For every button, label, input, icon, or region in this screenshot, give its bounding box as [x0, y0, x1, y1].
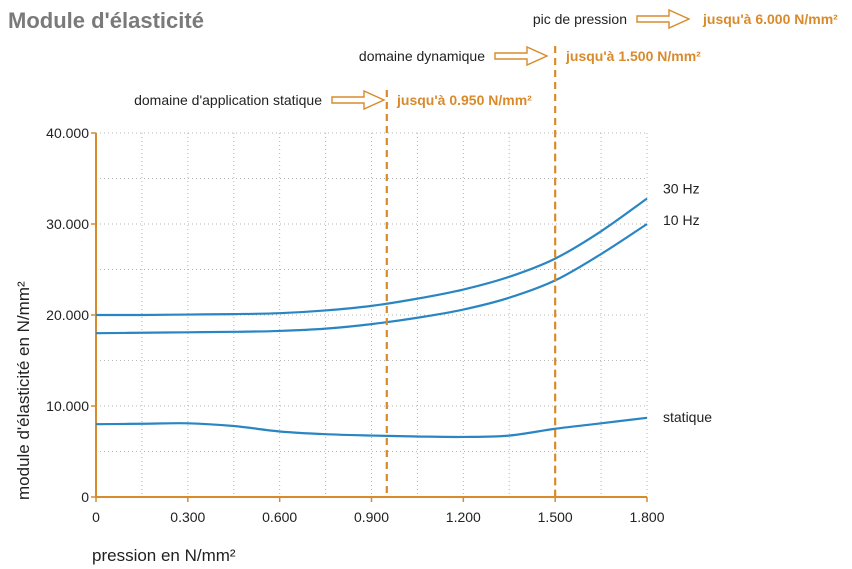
x-tick-label: 0.900: [354, 509, 389, 525]
x-axis-title: pression en N/mm²: [92, 546, 236, 565]
series-line-statique: [95, 416, 648, 439]
series-line-10-hz: [95, 223, 648, 335]
y-tick-label: 10.000: [46, 398, 89, 414]
y-tick-label: 0: [81, 489, 89, 505]
annotation-arrow-icon: [331, 89, 386, 111]
y-axis-title: module d'élasticité en N/mm²: [14, 281, 33, 500]
series-line-30-hz: [95, 197, 648, 317]
annotation-value: jusqu'à 0.950 N/mm²: [396, 92, 532, 108]
x-tick-label: 0.300: [170, 509, 205, 525]
series-lines: 30 Hz 10 Hz statique: [95, 181, 712, 439]
annotation-value: jusqu'à 6.000 N/mm²: [702, 11, 838, 27]
y-tick-label: 40.000: [46, 125, 89, 141]
axes: 0 0.300 0.600 0.900 1.200 1.500 1.800 0 10.000 20…: [46, 125, 665, 525]
x-tick-label: 1.200: [446, 509, 481, 525]
annotation-label: pic de pression: [533, 11, 627, 27]
x-tick-label: 0.600: [262, 509, 297, 525]
series-label-10-hz: 10 Hz: [663, 212, 700, 228]
x-tick-label: 1.500: [538, 509, 573, 525]
annotations: domaine d'application statique jusqu'à 0.…: [134, 8, 838, 497]
series-label-30-hz: 30 Hz: [663, 181, 700, 197]
x-tick-label: 0: [92, 509, 100, 525]
x-tick-label: 1.800: [629, 509, 664, 525]
annotation-label: domaine d'application statique: [134, 92, 322, 108]
annotation-label: domaine dynamique: [359, 48, 485, 64]
annotation-value: jusqu'à 1.500 N/mm²: [565, 48, 701, 64]
y-tick-label: 30.000: [46, 216, 89, 232]
y-tick-label: 20.000: [46, 307, 89, 323]
annotation-arrow-icon: [494, 45, 549, 67]
annotation-arrow-icon: [636, 8, 691, 30]
series-label-statique: statique: [663, 409, 712, 425]
chart-title: Module d'élasticité: [8, 8, 204, 33]
